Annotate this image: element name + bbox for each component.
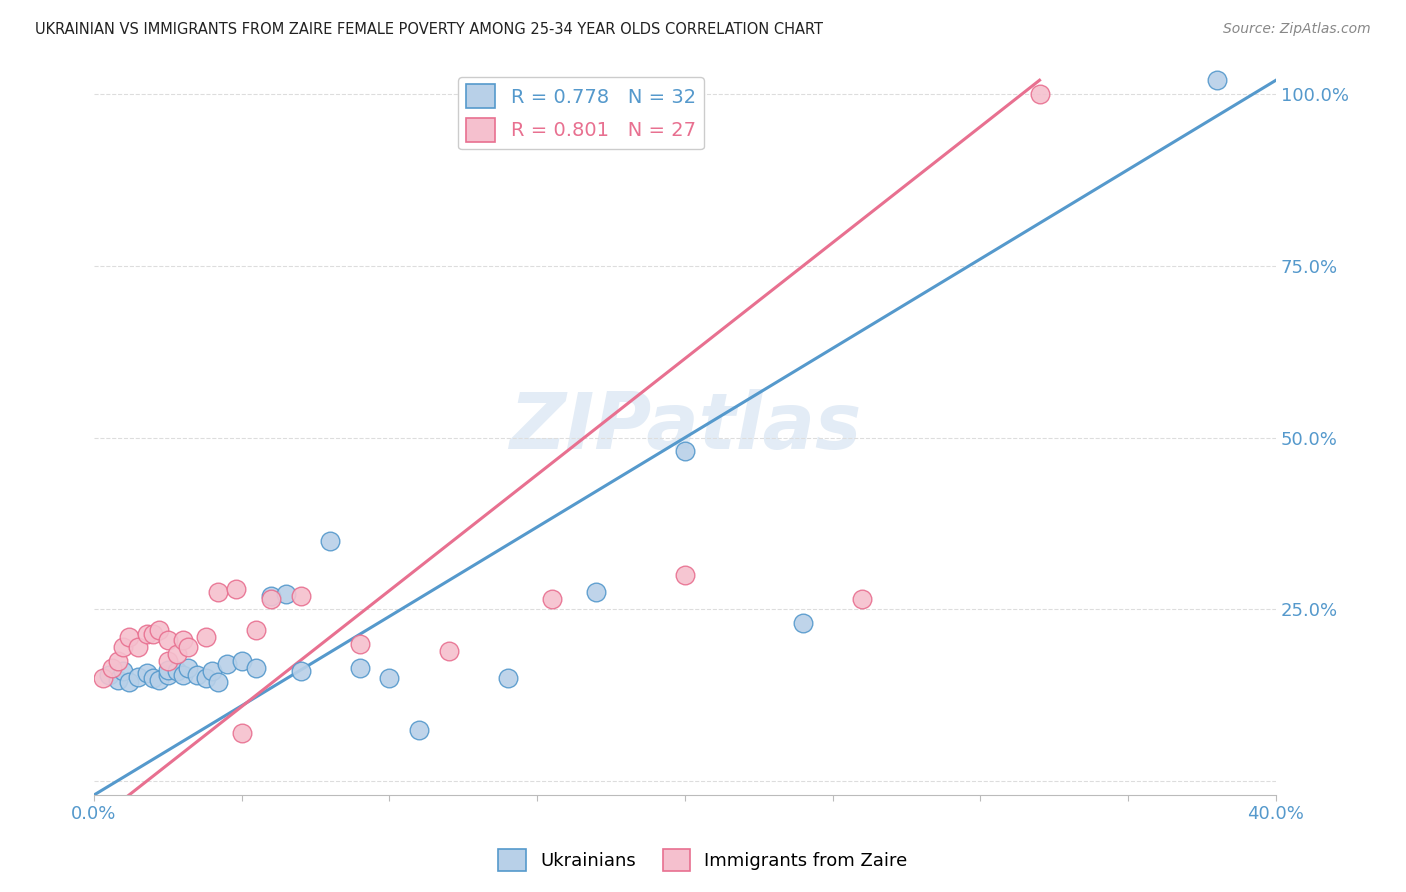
Point <box>136 665 159 680</box>
Point <box>148 673 170 687</box>
Point <box>225 582 247 596</box>
Point <box>541 592 564 607</box>
Point <box>177 640 200 655</box>
Point <box>148 623 170 637</box>
Point <box>245 623 267 637</box>
Point <box>231 726 253 740</box>
Point <box>585 585 607 599</box>
Point <box>156 654 179 668</box>
Point <box>97 667 120 681</box>
Point <box>260 592 283 607</box>
Point <box>172 667 194 681</box>
Text: ZIPatlas: ZIPatlas <box>509 389 860 466</box>
Point <box>100 661 122 675</box>
Text: Source: ZipAtlas.com: Source: ZipAtlas.com <box>1223 22 1371 37</box>
Point <box>156 663 179 677</box>
Point <box>290 665 312 679</box>
Point <box>349 637 371 651</box>
Point <box>127 670 149 684</box>
Point <box>1028 87 1050 101</box>
Point <box>186 667 208 681</box>
Point <box>195 630 218 644</box>
Point <box>195 671 218 685</box>
Text: UKRAINIAN VS IMMIGRANTS FROM ZAIRE FEMALE POVERTY AMONG 25-34 YEAR OLDS CORRELAT: UKRAINIAN VS IMMIGRANTS FROM ZAIRE FEMAL… <box>35 22 823 37</box>
Point <box>118 630 141 644</box>
Point <box>118 674 141 689</box>
Point <box>496 671 519 685</box>
Point <box>201 665 224 679</box>
Point <box>215 657 238 672</box>
Legend: Ukrainians, Immigrants from Zaire: Ukrainians, Immigrants from Zaire <box>491 842 915 879</box>
Point <box>673 568 696 582</box>
Legend: R = 0.778   N = 32, R = 0.801   N = 27: R = 0.778 N = 32, R = 0.801 N = 27 <box>458 77 703 149</box>
Point <box>166 665 188 679</box>
Point <box>349 661 371 675</box>
Point <box>851 592 873 607</box>
Point <box>792 616 814 631</box>
Point <box>107 654 129 668</box>
Point <box>245 661 267 675</box>
Point <box>142 671 165 685</box>
Point <box>274 587 297 601</box>
Point <box>91 671 114 685</box>
Point <box>260 589 283 603</box>
Point <box>231 654 253 668</box>
Point <box>378 671 401 685</box>
Point <box>319 533 342 548</box>
Point <box>156 667 179 681</box>
Point <box>136 626 159 640</box>
Point <box>127 640 149 655</box>
Point <box>437 644 460 658</box>
Point <box>107 673 129 687</box>
Point <box>112 640 135 655</box>
Point <box>156 633 179 648</box>
Point <box>207 674 229 689</box>
Point <box>166 647 188 661</box>
Point <box>1205 73 1227 87</box>
Point <box>673 444 696 458</box>
Point <box>207 585 229 599</box>
Point <box>172 633 194 648</box>
Point <box>408 723 430 737</box>
Point <box>142 626 165 640</box>
Point <box>177 661 200 675</box>
Point <box>112 665 135 679</box>
Point <box>290 589 312 603</box>
